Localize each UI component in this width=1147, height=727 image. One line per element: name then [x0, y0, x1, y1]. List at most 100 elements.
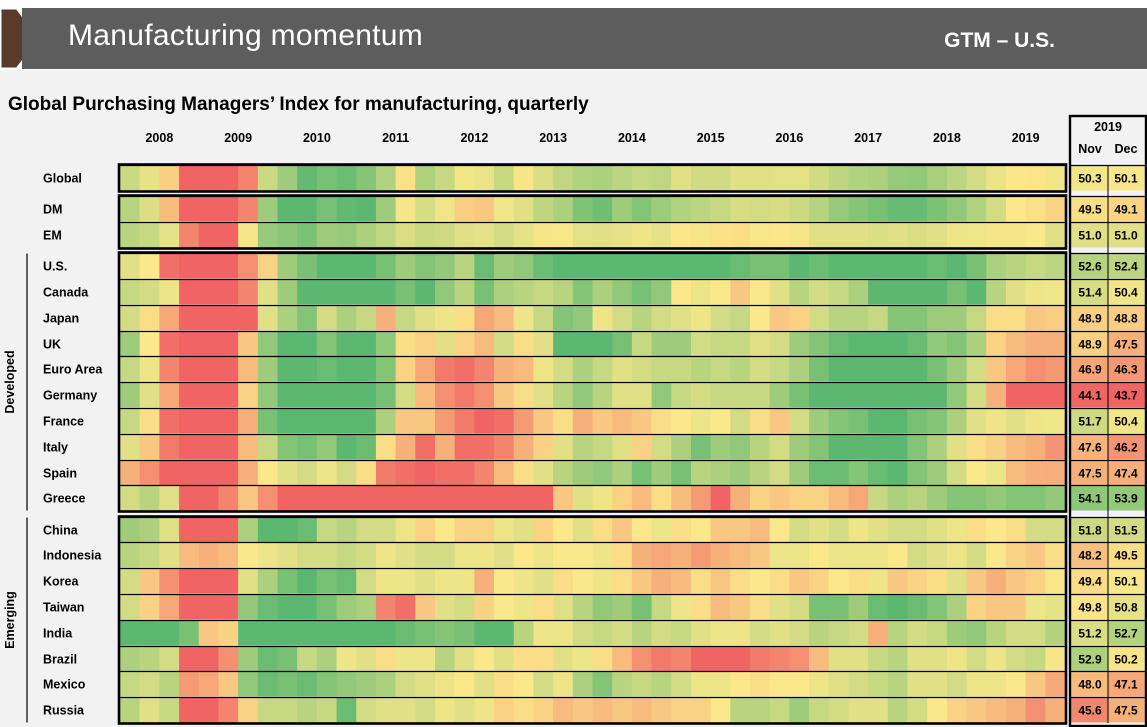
heatmap-cell	[238, 305, 259, 331]
heatmap-cell	[651, 222, 672, 248]
heatmap-cell	[966, 697, 987, 723]
heatmap-cell	[238, 671, 259, 697]
heatmap-cell	[1045, 165, 1066, 191]
heatmap-cell	[474, 222, 495, 248]
row-label: DM	[43, 203, 62, 217]
heatmap-cell	[671, 568, 692, 594]
heatmap-cell	[218, 253, 239, 279]
heatmap-cell	[356, 485, 377, 511]
heatmap-cell	[277, 222, 298, 248]
heatmap-cell	[277, 356, 298, 382]
heatmap-cell	[1005, 382, 1027, 408]
heatmap-cell	[651, 196, 672, 222]
heatmap-cell	[730, 542, 751, 568]
heatmap-cell	[336, 460, 357, 486]
heatmap-cell	[966, 620, 987, 646]
heatmap-cell	[690, 196, 712, 222]
heatmap-cell	[179, 331, 200, 357]
heatmap-cell	[710, 331, 731, 357]
latest-cell	[1071, 646, 1108, 672]
heatmap-cell	[435, 434, 456, 460]
heatmap-cell	[927, 485, 948, 511]
heatmap-cell	[238, 279, 259, 305]
latest-value-dec: 50.8	[1114, 601, 1138, 615]
heatmap-cell	[828, 408, 849, 434]
heatmap-cell	[1025, 222, 1046, 248]
latest-value-nov: 44.1	[1078, 389, 1102, 403]
heatmap-cell	[513, 620, 534, 646]
heatmap-cell	[710, 646, 731, 672]
heatmap-cell	[848, 279, 869, 305]
heatmap-cell	[671, 517, 692, 543]
latest-cell	[1071, 594, 1108, 620]
row-label: Spain	[43, 467, 77, 481]
heatmap-cell	[730, 568, 751, 594]
heatmap-cell	[1045, 620, 1066, 646]
heatmap-cell	[395, 222, 416, 248]
heatmap-cell	[710, 356, 731, 382]
heatmap-cell	[868, 568, 889, 594]
heatmap-cell	[356, 594, 377, 620]
heatmap-cell	[553, 253, 574, 279]
heatmap-cell	[572, 222, 593, 248]
heatmap-cell	[454, 253, 475, 279]
heatmap-cell	[297, 620, 318, 646]
heatmap-cell	[198, 434, 219, 460]
heatmap-cell	[730, 460, 751, 486]
heatmap-cell	[710, 196, 731, 222]
heatmap-cell	[887, 485, 908, 511]
heatmap-cell	[868, 165, 889, 191]
year-label: 2009	[224, 131, 252, 145]
heatmap-cell	[828, 331, 849, 357]
latest-cell	[1071, 408, 1108, 434]
heatmap-cell	[316, 485, 337, 511]
heatmap-cell	[730, 196, 751, 222]
heatmap-cell	[809, 279, 830, 305]
heatmap-cell	[927, 646, 948, 672]
heatmap-cell	[257, 196, 278, 222]
heatmap-cell	[789, 542, 810, 568]
heatmap-cell	[375, 279, 397, 305]
heatmap-cell	[454, 594, 475, 620]
heatmap-cell	[789, 620, 810, 646]
heatmap-cell	[1005, 253, 1027, 279]
heatmap-cell	[257, 305, 278, 331]
heatmap-cell	[631, 253, 652, 279]
heatmap-cell	[297, 671, 318, 697]
heatmap-cell	[789, 671, 810, 697]
heatmap-cell	[454, 697, 475, 723]
heatmap-cell	[927, 356, 948, 382]
heatmap-cell	[710, 517, 731, 543]
heatmap-cell	[612, 460, 633, 486]
heatmap-cell	[612, 222, 633, 248]
heatmap-cell	[769, 517, 790, 543]
heatmap-cell	[651, 253, 672, 279]
heatmap-cell	[966, 485, 987, 511]
heatmap-cell	[297, 408, 318, 434]
row-label: Japan	[43, 312, 79, 326]
heatmap-cell	[454, 408, 475, 434]
heatmap-cell	[612, 620, 633, 646]
heatmap-cell	[946, 460, 967, 486]
heatmap-cell	[120, 408, 141, 434]
heatmap-cell	[415, 279, 436, 305]
heatmap-cell	[730, 253, 751, 279]
heatmap-cell	[848, 222, 869, 248]
heatmap-cell	[907, 222, 928, 248]
heatmap-cell	[336, 485, 357, 511]
heatmap-cell	[809, 253, 830, 279]
heatmap-cell	[120, 568, 141, 594]
heatmap-cell	[986, 356, 1007, 382]
heatmap-cell	[769, 196, 790, 222]
heatmap-cell	[553, 620, 574, 646]
latest-value-dec: 47.4	[1114, 467, 1138, 481]
heatmap-cell	[710, 279, 731, 305]
heatmap-cell	[750, 697, 771, 723]
heatmap-cell	[887, 542, 908, 568]
heatmap-cell	[474, 460, 495, 486]
heatmap-cell	[1045, 594, 1066, 620]
heatmap-cell	[690, 460, 712, 486]
heatmap-cell	[336, 165, 357, 191]
heatmap-cell	[927, 196, 948, 222]
latest-value-nov: 52.9	[1078, 653, 1102, 667]
